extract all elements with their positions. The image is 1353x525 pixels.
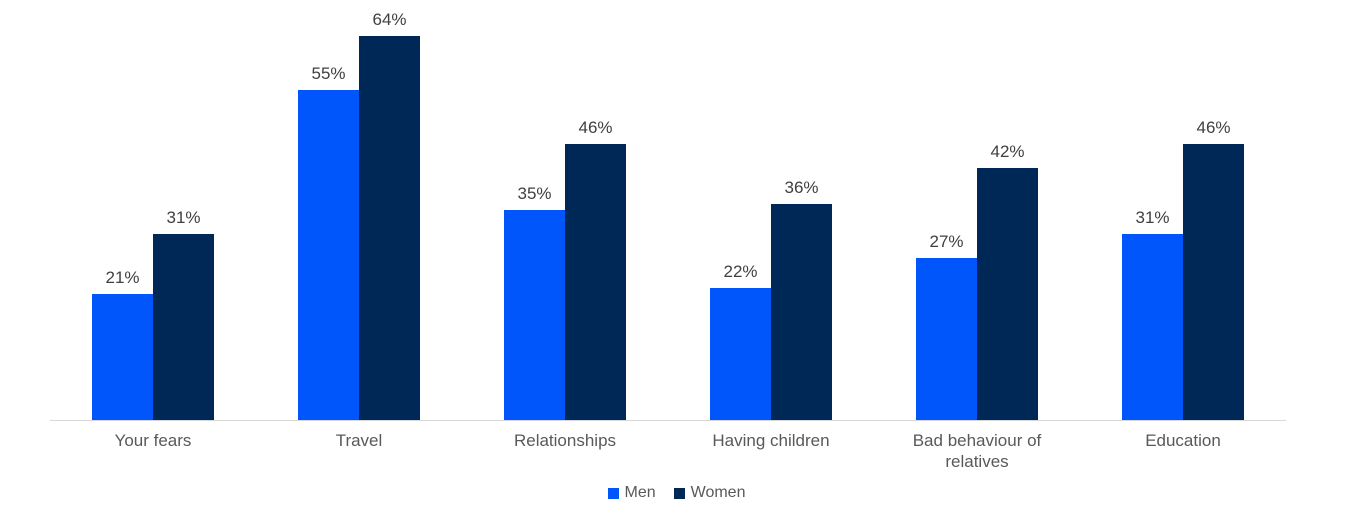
bar-group-relationships: 35% 46% <box>462 0 668 420</box>
data-label-men-travel: 55% <box>311 64 346 83</box>
bar-men-bad-behaviour-of-relatives: 27% <box>916 232 977 420</box>
bar-men-having-children: 22% <box>710 262 771 420</box>
data-label-women-travel: 64% <box>372 10 407 29</box>
bar-group-travel: 55% 64% <box>256 0 462 420</box>
data-label-men-your-fears: 21% <box>105 268 140 287</box>
category-label-travel: Travel <box>335 431 383 450</box>
bar-women-bad-behaviour-of-relatives: 42% <box>977 142 1038 420</box>
data-label-men-education: 31% <box>1135 208 1170 227</box>
data-label-women-your-fears: 31% <box>166 208 201 227</box>
data-label-men-having-children: 22% <box>723 262 758 281</box>
category-label-your-fears: Your fears <box>114 431 192 450</box>
bar-women-having-children: 36% <box>771 178 832 420</box>
bar-men-education: 31% <box>1122 208 1183 420</box>
bar-group-education: 31% 46% <box>1080 0 1286 420</box>
category-label-relationships: Relationships <box>513 431 617 450</box>
bar-men-travel: 55% <box>298 64 359 420</box>
bar-men-relationships: 35% <box>504 184 565 420</box>
legend-swatch-men <box>607 487 619 499</box>
legend-label-men: Men <box>624 484 656 501</box>
bar-group-having-children: 22% 36% <box>668 0 874 420</box>
bar-women-relationships: 46% <box>565 118 626 420</box>
data-label-women-bad-behaviour-of-relatives: 42% <box>990 142 1025 161</box>
category-label-bad-behaviour-of-relatives: Bad behaviour of relatives <box>912 431 1042 472</box>
plot-area: 21% 31% 55% 64% 35% 46% 22% 36% 27% 42% 31% 46% <box>50 0 1286 421</box>
data-label-women-having-children: 36% <box>784 178 819 197</box>
legend-swatch-women <box>673 487 685 499</box>
legend-label-women: Women <box>690 484 746 501</box>
data-label-women-education: 46% <box>1196 118 1231 137</box>
bar-group-your-fears: 21% 31% <box>50 0 256 420</box>
legend: Men Women <box>0 484 1353 502</box>
legend-item-women: Women <box>673 484 746 502</box>
data-label-men-bad-behaviour-of-relatives: 27% <box>929 232 964 251</box>
category-label-having-children: Having children <box>712 431 830 450</box>
bar-men-your-fears: 21% <box>92 268 153 420</box>
bar-women-your-fears: 31% <box>153 208 214 420</box>
data-label-men-relationships: 35% <box>517 184 552 203</box>
bar-women-travel: 64% <box>359 10 420 420</box>
legend-item-men: Men <box>607 484 656 502</box>
data-label-women-relationships: 46% <box>578 118 613 137</box>
category-axis: Your fears Travel Relationships Having chil… <box>50 430 1286 474</box>
category-label-education: Education <box>1145 431 1221 450</box>
bar-women-education: 46% <box>1183 118 1244 420</box>
bar-group-bad-behaviour-of-relatives: 27% 42% <box>874 0 1080 420</box>
